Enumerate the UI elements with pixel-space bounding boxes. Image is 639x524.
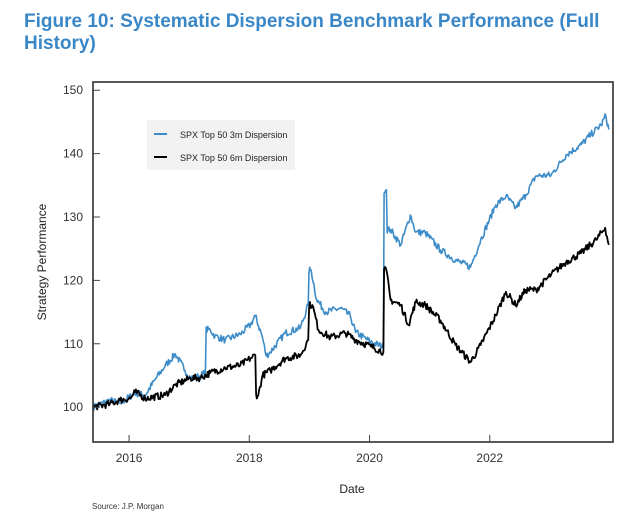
x-tick-label: 2016 xyxy=(116,451,143,465)
x-tick-label: 2018 xyxy=(236,451,263,465)
series-layer xyxy=(92,113,610,412)
y-tick-label: 150 xyxy=(63,83,83,97)
y-tick-label: 100 xyxy=(63,400,83,414)
y-tick-label: 120 xyxy=(63,273,83,287)
x-axis: 2016 2018 2020 2022 xyxy=(116,435,503,465)
y-axis: 100 110 120 130 140 150 xyxy=(63,83,100,414)
plot-frame xyxy=(92,81,614,443)
x-axis-title: Date xyxy=(339,482,365,496)
figure-title: Figure 10: Systematic Dispersion Benchma… xyxy=(24,11,600,54)
legend-background xyxy=(147,120,295,170)
series-line-6m xyxy=(92,226,610,411)
y-axis-title: Strategy Performance xyxy=(35,203,49,320)
x-tick-label: 2022 xyxy=(476,451,503,465)
x-tick-label: 2020 xyxy=(356,451,383,465)
series-line-3m xyxy=(92,113,610,412)
y-tick-label: 130 xyxy=(63,210,83,224)
legend: SPX Top 50 3m Dispersion SPX Top 50 6m D… xyxy=(147,120,295,170)
legend-label-6m: SPX Top 50 6m Dispersion xyxy=(180,153,287,163)
legend-label-3m: SPX Top 50 3m Dispersion xyxy=(180,130,287,140)
y-tick-label: 140 xyxy=(63,147,83,161)
y-tick-label: 110 xyxy=(64,337,83,351)
source-note: Source: J.P. Morgan xyxy=(92,502,164,511)
